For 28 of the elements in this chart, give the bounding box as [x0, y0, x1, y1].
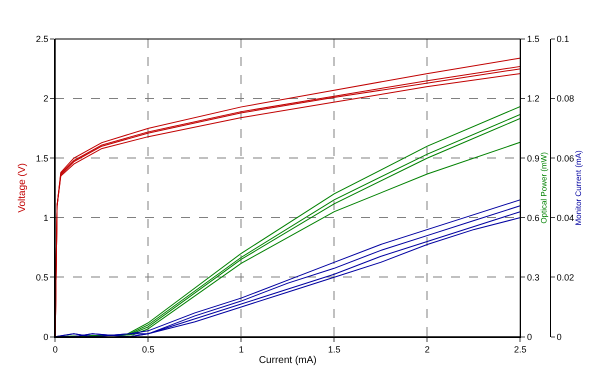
x-tick-label: 2.5	[514, 344, 526, 355]
y3-tick-label: 0.04	[556, 212, 574, 223]
y-tick-label: 2	[43, 94, 48, 104]
y-tick-label: 1	[43, 212, 48, 223]
y3-tick-label: 0.02	[556, 272, 574, 282]
y2-tick-label: 1.5	[527, 34, 540, 44]
x-tick-label: 1	[238, 344, 244, 355]
y3-tick-label: 0.1	[556, 34, 570, 44]
x-axis-title: Current (mA)	[258, 355, 317, 366]
x-tick-label: 1.5	[328, 344, 340, 355]
y-tick-label: 2.5	[36, 34, 48, 44]
x-tick-label: 0	[52, 344, 58, 355]
y2-tick-label: 0.9	[527, 153, 540, 164]
y2-axis-title: Optical Power (mW)	[540, 152, 549, 224]
y3-tick-label: 0.08	[556, 94, 574, 104]
y3-tick-label: 0	[556, 332, 562, 342]
x-tick-label: 0.5	[142, 344, 154, 355]
y2-tick-label: 0	[527, 332, 532, 342]
y2-tick-label: 1.2	[527, 94, 540, 104]
y-axis-title: Voltage (V)	[16, 163, 28, 213]
y-tick-label: 1.5	[36, 153, 48, 164]
x-tick-label: 2	[424, 344, 430, 355]
y-tick-label: 0	[43, 332, 48, 342]
y3-tick-label: 0.06	[556, 153, 574, 164]
y3-axis-title: Monitor Current (mA)	[574, 150, 584, 226]
y2-tick-label: 0.3	[527, 272, 540, 282]
y2-tick-label: 0.6	[527, 212, 540, 223]
y-tick-label: 0.5	[36, 272, 48, 282]
